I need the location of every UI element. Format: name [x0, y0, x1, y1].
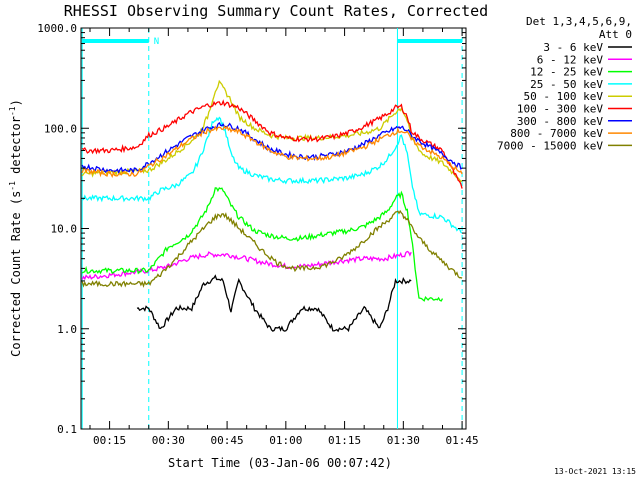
series-line-8	[81, 209, 463, 288]
series-line-7	[81, 125, 463, 179]
x-axis: 00:15 00:30 00:45 01:00 01:15 01:30 01:45	[89, 28, 479, 447]
series-line-1	[81, 250, 412, 281]
timestamp: 13-Oct-2021 13:15	[554, 467, 636, 476]
night-marker: N	[154, 37, 159, 47]
legend-header-2: Att 0	[599, 28, 632, 41]
legend-label-0: 3 - 6 keV	[543, 41, 603, 54]
plot-frame	[80, 27, 467, 430]
chart-title: RHESSI Observing Summary Count Rates, Co…	[64, 2, 488, 20]
y-axis-label-mid: detector	[9, 116, 23, 181]
series-line-5	[81, 99, 463, 189]
x-tick-label: 00:15	[93, 434, 126, 447]
series-line-2	[81, 187, 444, 302]
legend-label-5: 100 - 300 keV	[517, 103, 603, 116]
y-tick-label: 10.0	[51, 223, 78, 236]
series-line-3	[82, 116, 463, 234]
legend-label-6: 300 - 800 keV	[517, 115, 603, 128]
y-axis-label-sup2: -1	[8, 106, 17, 116]
series-line-0	[136, 274, 412, 333]
x-tick-label: 00:45	[211, 434, 244, 447]
legend-label-1: 6 - 12 keV	[537, 53, 604, 66]
legend-label-2: 12 - 25 keV	[530, 66, 603, 79]
y-axis-label-end: )	[9, 99, 23, 106]
series-line-4	[81, 79, 463, 183]
x-tick-label: 01:00	[269, 434, 302, 447]
legend-label-7: 800 - 7000 keV	[510, 127, 603, 140]
series-layer	[81, 79, 463, 333]
series-line-6	[81, 121, 463, 175]
legend-label-4: 50 - 100 keV	[524, 90, 604, 103]
y-axis-label-main: Corrected Count Rate (s	[9, 191, 23, 357]
observing-markers: N	[81, 28, 463, 429]
x-tick-label: 01:15	[328, 434, 361, 447]
x-axis-label: Start Time (03-Jan-06 00:07:42)	[168, 456, 392, 470]
legend-label-8: 7000 - 15000 keV	[497, 139, 603, 152]
y-tick-label: 0.1	[57, 423, 77, 436]
y-tick-label: 1000.0	[37, 22, 77, 35]
y-tick-label: 1.0	[57, 323, 77, 336]
legend-label-3: 25 - 50 keV	[530, 78, 603, 91]
x-tick-label: 01:45	[446, 434, 479, 447]
plot-area	[80, 27, 467, 430]
legend-header-1: Det 1,3,4,5,6,9,	[526, 15, 632, 28]
y-tick-label: 100.0	[44, 122, 77, 135]
x-tick-label: 01:30	[387, 434, 420, 447]
y-axis-label: Corrected Count Rate (s-1 detector-1)	[8, 99, 23, 357]
x-tick-label: 00:30	[152, 434, 185, 447]
y-axis-label-sup1: -1	[8, 181, 17, 191]
